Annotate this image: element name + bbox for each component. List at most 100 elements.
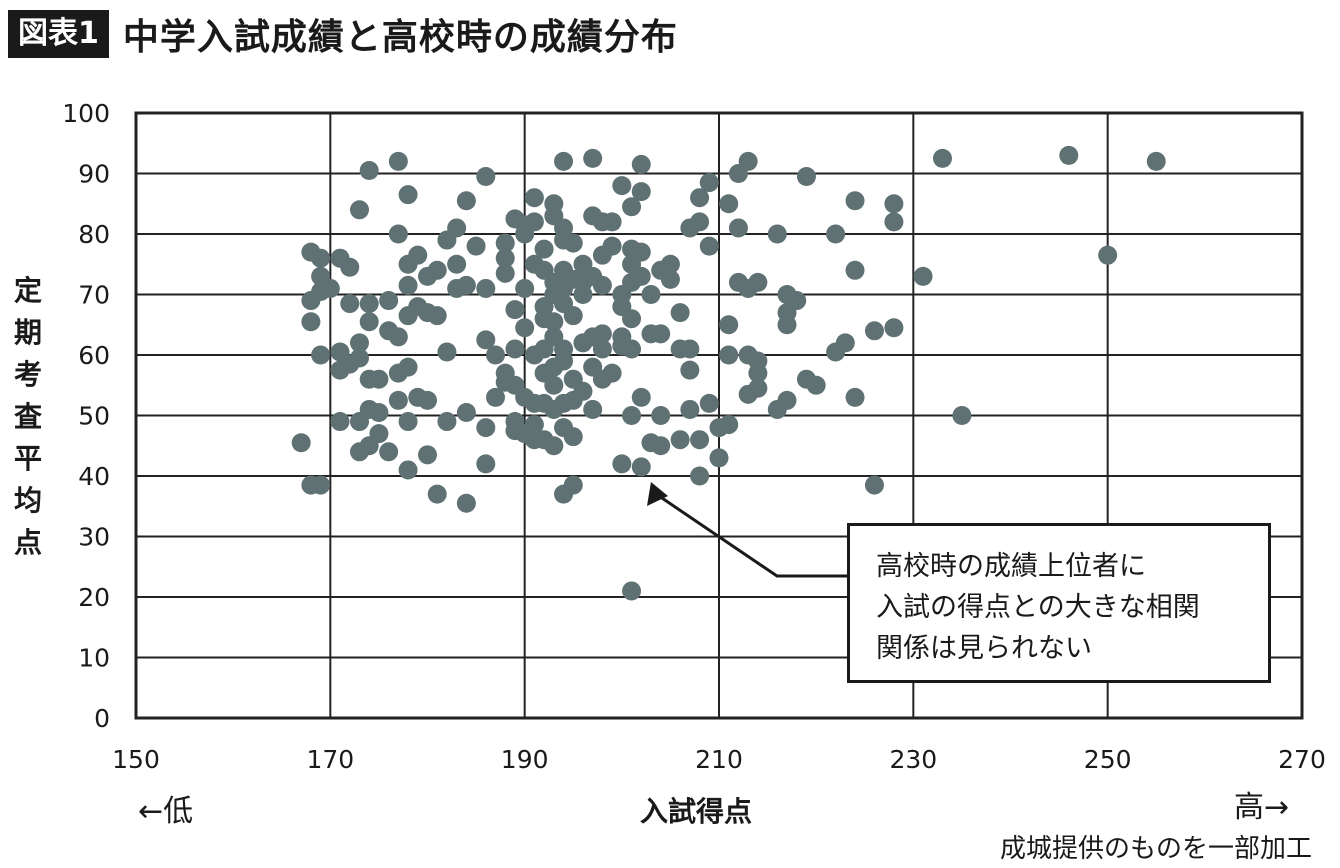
data-point	[456, 493, 476, 513]
data-point	[515, 278, 535, 298]
chart-header: 図表1 中学入試成績と高校時の成績分布	[8, 8, 678, 60]
data-point	[311, 345, 331, 365]
y-axis-label: 定期考査平均点	[10, 270, 46, 564]
data-point	[505, 339, 525, 359]
data-point	[651, 406, 671, 425]
data-point	[777, 315, 797, 335]
data-point	[359, 312, 379, 332]
data-point	[418, 445, 437, 465]
data-point	[631, 457, 651, 477]
data-point	[359, 160, 379, 180]
data-point	[719, 194, 739, 214]
y-tick-label: 90	[78, 160, 110, 189]
x-tick-label: 150	[112, 745, 160, 774]
data-point	[563, 475, 583, 495]
data-point	[622, 339, 642, 359]
y-tick-label: 70	[78, 281, 110, 310]
y-tick-labels: 0 10 20 30 40 50 60 70 80 90 100	[62, 99, 110, 733]
data-point	[631, 242, 651, 262]
y-axis-label-char: 定	[13, 274, 42, 307]
data-point	[563, 306, 583, 326]
x-tick-label: 170	[306, 745, 354, 774]
data-point	[680, 339, 700, 359]
data-point	[544, 436, 564, 456]
data-point	[427, 484, 447, 504]
data-point	[631, 154, 651, 174]
y-axis-label-char: 点	[13, 526, 42, 559]
data-point	[884, 212, 904, 232]
y-tick-label: 40	[78, 462, 110, 491]
data-point	[311, 248, 331, 268]
data-point	[884, 194, 904, 214]
data-point	[670, 303, 690, 323]
data-point	[486, 345, 506, 365]
data-point	[699, 236, 719, 256]
data-point	[544, 312, 564, 332]
data-point	[864, 475, 884, 495]
data-point	[311, 475, 331, 495]
data-point	[515, 318, 535, 338]
data-point	[330, 412, 350, 432]
data-point	[495, 248, 515, 268]
data-point	[602, 236, 622, 256]
data-point	[466, 236, 486, 256]
data-point	[602, 363, 622, 383]
data-point	[796, 167, 816, 187]
data-point	[680, 360, 700, 380]
data-point	[622, 197, 642, 217]
data-point	[456, 191, 476, 211]
y-tick-label: 80	[78, 220, 110, 249]
data-point	[719, 315, 739, 335]
data-point	[427, 306, 447, 326]
data-point	[495, 263, 515, 283]
data-point	[340, 257, 360, 277]
data-point	[476, 278, 496, 298]
annotation-line: 高校時の成績上位者に	[876, 551, 1146, 582]
data-point	[456, 402, 476, 422]
data-point	[592, 324, 612, 344]
y-tick-label: 0	[94, 704, 110, 733]
data-point	[602, 212, 622, 232]
data-point	[583, 399, 603, 419]
y-axis-label-char: 均	[13, 484, 42, 517]
data-point	[631, 266, 651, 286]
y-axis-label-char: 期	[13, 316, 42, 349]
data-point	[388, 327, 408, 347]
data-point	[349, 348, 369, 368]
data-point	[427, 260, 447, 280]
data-point	[349, 333, 369, 353]
data-point	[690, 212, 710, 232]
data-point	[932, 148, 952, 168]
data-point	[379, 291, 399, 311]
data-point	[447, 218, 467, 238]
data-point	[524, 188, 544, 208]
data-point	[398, 185, 418, 205]
data-point	[388, 390, 408, 410]
data-point	[787, 291, 807, 311]
y-axis-label-char: 平	[13, 442, 42, 475]
data-point	[680, 399, 700, 419]
data-point	[738, 151, 758, 171]
chart-title: 中学入試成績と高校時の成績分布	[122, 17, 678, 58]
annotation-line: 関係は見られない	[876, 633, 1092, 664]
data-point	[359, 294, 379, 314]
data-point	[845, 191, 865, 211]
data-point	[864, 321, 884, 341]
data-point	[884, 318, 904, 338]
data-point	[476, 418, 496, 438]
data-point	[563, 427, 583, 447]
data-point	[835, 333, 855, 353]
annotation-box: 高校時の成績上位者に 入試の得点との大きな相関 関係は見られない	[847, 523, 1271, 683]
data-point	[826, 224, 846, 244]
data-point	[388, 224, 408, 244]
data-point	[748, 272, 768, 292]
annotation-arrow	[646, 482, 847, 578]
data-point	[952, 406, 972, 425]
x-tick-label: 190	[501, 745, 549, 774]
plot-frame	[134, 111, 1304, 720]
data-point	[748, 363, 768, 383]
data-point	[369, 402, 389, 422]
data-point	[437, 412, 457, 432]
data-point	[398, 275, 418, 295]
data-point	[719, 345, 739, 365]
